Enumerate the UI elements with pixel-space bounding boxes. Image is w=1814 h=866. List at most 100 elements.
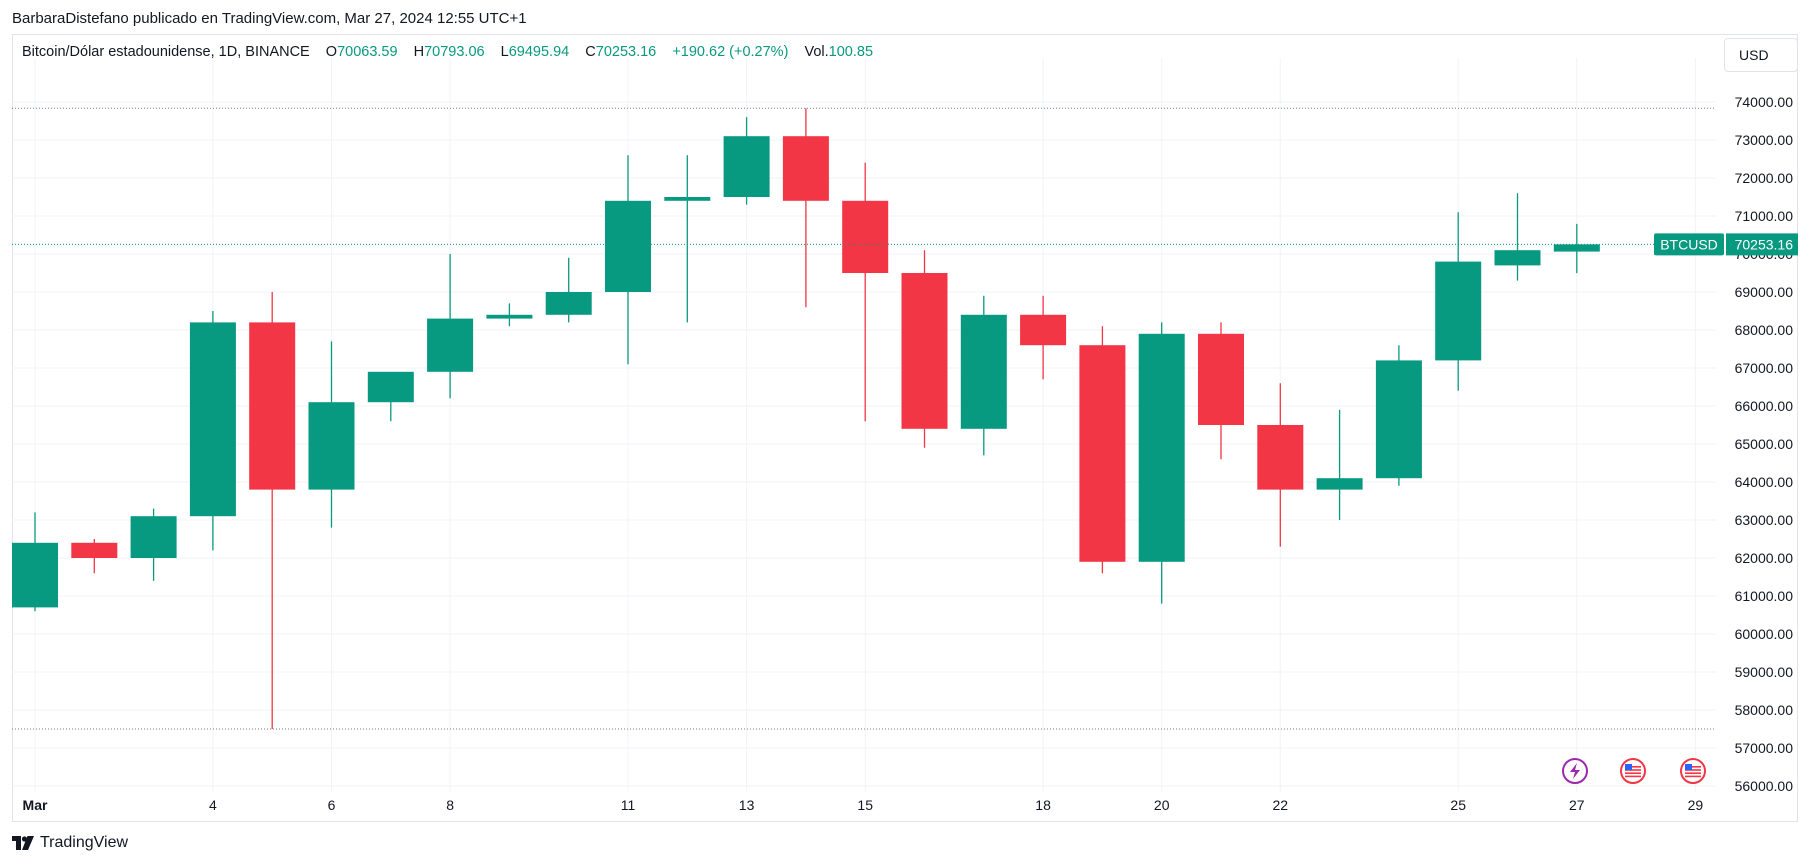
candle-body bbox=[189, 322, 236, 517]
x-tick-label: 15 bbox=[857, 797, 873, 813]
candle-up bbox=[427, 254, 474, 399]
candle-up bbox=[664, 155, 711, 323]
price-axis: 56000.00 57000.00 58000.00 59000.00 60000.00… bbox=[1735, 94, 1794, 794]
candle-body bbox=[1020, 314, 1067, 346]
y-tick-label: 74000.00 bbox=[1735, 94, 1794, 110]
candle-body bbox=[1553, 244, 1600, 252]
y-tick-label: 59000.00 bbox=[1735, 664, 1794, 680]
last-price-marker: BTCUSD 70253.16 bbox=[12, 233, 1798, 256]
y-tick-label: 60000.00 bbox=[1735, 626, 1794, 642]
candle-up bbox=[367, 371, 414, 422]
candle-up bbox=[1494, 193, 1541, 281]
flag-stripe bbox=[1685, 769, 1701, 771]
brand-name: TradingView bbox=[40, 834, 129, 851]
y-tick-label: 61000.00 bbox=[1735, 588, 1794, 604]
y-tick-label: 71000.00 bbox=[1735, 208, 1794, 224]
candle-body bbox=[1079, 345, 1126, 562]
close-label: C bbox=[585, 44, 596, 60]
change-value: +190.62 (+0.27%) bbox=[672, 44, 789, 60]
y-tick-label: 68000.00 bbox=[1735, 322, 1794, 338]
y-tick-label: 64000.00 bbox=[1735, 474, 1794, 490]
low-label: L bbox=[500, 44, 509, 60]
y-tick-label: 62000.00 bbox=[1735, 550, 1794, 566]
candle-body bbox=[901, 273, 948, 429]
tradingview-logo-icon bbox=[12, 836, 34, 850]
candle-up bbox=[1435, 212, 1482, 391]
candle-up bbox=[1316, 409, 1363, 520]
candle-body bbox=[545, 292, 592, 315]
flag-stripe bbox=[1625, 769, 1641, 771]
candle-body bbox=[1316, 478, 1363, 490]
flag-stripe bbox=[1685, 775, 1701, 778]
y-tick-label: 56000.00 bbox=[1735, 778, 1794, 794]
x-tick-label: Mar bbox=[23, 797, 48, 813]
candle-down bbox=[71, 539, 118, 574]
currency-button[interactable]: USD bbox=[1724, 38, 1798, 72]
candle-down bbox=[842, 162, 889, 422]
flag-canton bbox=[1685, 764, 1692, 770]
low-value: 69495.94 bbox=[508, 44, 570, 60]
y-tick-label: 57000.00 bbox=[1735, 740, 1794, 756]
candle-body bbox=[960, 314, 1007, 429]
open-value: 70063.59 bbox=[337, 44, 398, 60]
candle-body bbox=[1494, 250, 1541, 266]
volume-label: Vol. bbox=[804, 44, 829, 60]
flag-stripe bbox=[1625, 766, 1641, 768]
close-value: 70253.16 bbox=[595, 44, 657, 60]
candle-up bbox=[189, 311, 236, 551]
y-tick-label: 63000.00 bbox=[1735, 512, 1794, 528]
candle-body bbox=[486, 314, 533, 319]
us-flag-icon[interactable] bbox=[1680, 758, 1706, 784]
us-flag-icon[interactable] bbox=[1620, 758, 1646, 784]
symbol-tag-bg bbox=[1654, 233, 1724, 256]
candle-up bbox=[545, 257, 592, 323]
candle-body bbox=[1375, 360, 1422, 479]
symbol-title: Bitcoin/Dólar estadounidense, 1D, BINANC… bbox=[22, 44, 310, 60]
candle-body bbox=[1198, 333, 1244, 425]
high-value: 70793.06 bbox=[424, 44, 485, 60]
y-tick-label: 65000.00 bbox=[1735, 436, 1794, 452]
x-tick-label: 25 bbox=[1450, 797, 1466, 813]
range-lines bbox=[12, 107, 1716, 730]
candle-body bbox=[1257, 425, 1304, 490]
candle-body bbox=[1138, 333, 1185, 562]
candle-body bbox=[723, 136, 770, 197]
flag-icon-ring bbox=[1620, 758, 1646, 784]
volume-value: 100.85 bbox=[828, 44, 874, 60]
candle-up bbox=[1138, 322, 1185, 604]
candle-up bbox=[960, 295, 1007, 456]
candle-up bbox=[605, 155, 651, 365]
candle-down bbox=[1020, 295, 1067, 380]
y-tick-label: 72000.00 bbox=[1735, 170, 1794, 186]
candle-body bbox=[130, 516, 177, 558]
candle-up bbox=[723, 117, 770, 205]
chart-frame[interactable] bbox=[12, 34, 1798, 822]
candle-body bbox=[1435, 261, 1482, 361]
flag-stripe bbox=[1625, 772, 1641, 774]
publish-attribution: BarbaraDistefano publicado en TradingVie… bbox=[12, 10, 527, 27]
lightning-icon-bolt bbox=[1570, 763, 1580, 779]
y-tick-label: 58000.00 bbox=[1735, 702, 1794, 718]
x-tick-label: 11 bbox=[621, 797, 636, 813]
high-label: H bbox=[413, 44, 425, 60]
x-tick-label: 13 bbox=[739, 797, 755, 813]
candle-body bbox=[249, 322, 296, 490]
candle-down bbox=[249, 292, 296, 729]
lightning-icon[interactable] bbox=[1562, 758, 1588, 784]
tradingview-logo[interactable]: TradingView bbox=[12, 834, 128, 852]
time-axis: Mar 4 6 8 11 13 15 18 20 22 25 27 29 bbox=[23, 797, 1704, 813]
event-icons bbox=[1562, 758, 1706, 784]
x-tick-label: 29 bbox=[1688, 797, 1704, 813]
candle-body bbox=[367, 371, 414, 403]
flag-canton bbox=[1625, 764, 1632, 770]
candle-up bbox=[12, 512, 58, 612]
last-price-tag: 70253.16 bbox=[1735, 236, 1794, 252]
open-label: O bbox=[325, 44, 338, 60]
candle-down bbox=[901, 250, 948, 448]
candle-up bbox=[1375, 345, 1422, 486]
candle-body bbox=[605, 200, 651, 292]
candle-body bbox=[664, 197, 711, 201]
flag-stripe bbox=[1685, 766, 1701, 768]
candles bbox=[12, 108, 1600, 729]
